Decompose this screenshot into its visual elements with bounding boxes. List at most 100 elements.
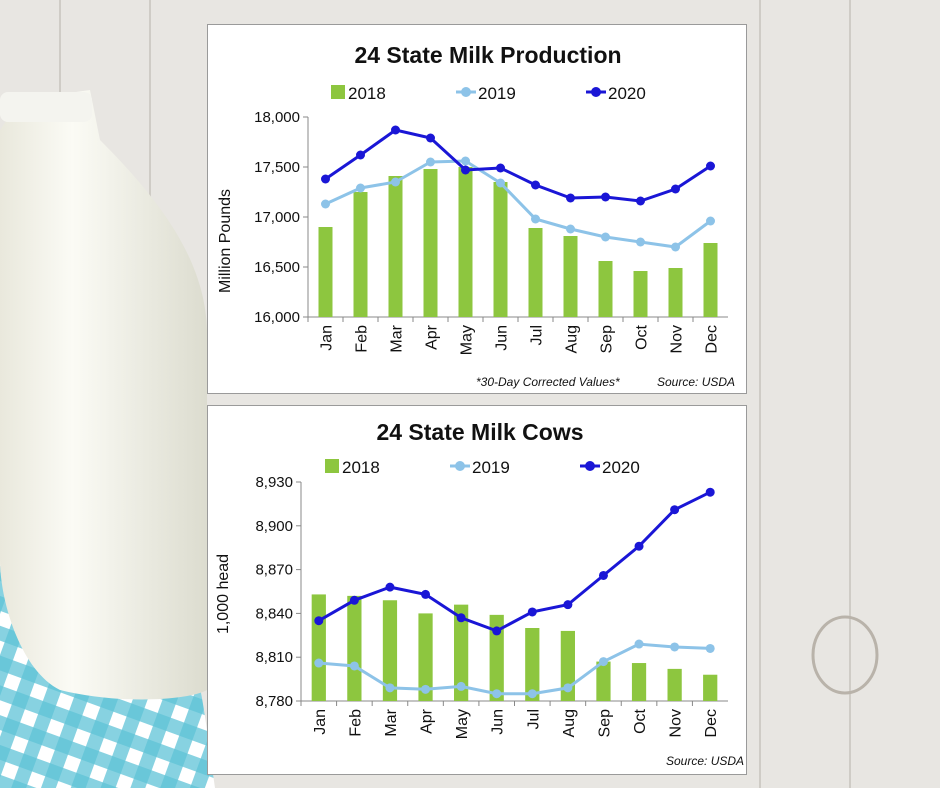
- legend-marker-2020: [585, 461, 595, 471]
- point-2019-Sep: [601, 232, 610, 242]
- milk-cows-chart-panel: 24 State Milk Cows 2018 2019 2020 1,000 …: [207, 405, 747, 775]
- point-2020-Jun: [496, 163, 505, 173]
- point-2019-Feb: [356, 183, 365, 193]
- x-tick-label: Jan: [319, 325, 336, 351]
- legend-label-2018: 2018: [342, 458, 380, 477]
- x-tick-label: Feb: [354, 325, 371, 353]
- legend-swatch-2018: [325, 459, 339, 473]
- point-2019-Oct: [634, 639, 644, 649]
- x-tick-label: Jul: [525, 709, 542, 729]
- x-tick-label: Dec: [703, 709, 720, 737]
- wood-knot: [811, 615, 879, 695]
- bar-2018-Jan: [311, 594, 326, 701]
- bar-2018-Jul: [525, 628, 540, 701]
- bar-2018-Apr: [418, 613, 433, 701]
- y-tick-label: 16,000: [254, 309, 300, 326]
- point-2019-Oct: [636, 237, 645, 247]
- legend-label-2019: 2019: [478, 84, 516, 103]
- point-2019-Mar: [385, 683, 395, 693]
- milk-bottle: [0, 90, 207, 700]
- bar-2018-Mar: [388, 176, 403, 317]
- point-2019-May: [461, 156, 470, 166]
- x-tick-label: Apr: [419, 708, 436, 734]
- y-tick-label: 8,930: [255, 474, 293, 491]
- legend-marker-2019: [455, 461, 465, 471]
- point-2019-Dec: [705, 643, 715, 653]
- point-2020-Oct: [636, 196, 645, 206]
- bar-2018-Jun: [489, 614, 504, 701]
- point-2019-Feb: [349, 661, 359, 671]
- bar-2018-Dec: [703, 243, 718, 317]
- point-2020-Jul: [531, 180, 540, 190]
- point-2020-Sep: [598, 570, 608, 580]
- point-2019-Jun: [496, 178, 505, 188]
- x-tick-label: Mar: [389, 324, 406, 352]
- point-2020-Dec: [706, 161, 715, 171]
- source-note: Source: USDA: [657, 375, 735, 389]
- x-tick-label: Feb: [347, 709, 364, 737]
- x-tick-label: Sep: [596, 709, 613, 738]
- legend-marker-2020: [591, 87, 601, 97]
- point-2019-Jun: [492, 689, 502, 699]
- y-tick-label: 8,870: [255, 562, 293, 579]
- point-2020-Jan: [314, 616, 324, 626]
- series-line-2020: [318, 490, 711, 633]
- chart-title: 24 State Milk Cows: [376, 419, 583, 445]
- bar-2018-Aug: [563, 236, 578, 317]
- y-tick-label: 8,780: [255, 693, 293, 710]
- x-tick-label: Nov: [668, 709, 685, 737]
- bar-2018-Sep: [598, 261, 613, 317]
- point-2020-Mar: [385, 582, 395, 592]
- series-line-2019: [324, 159, 712, 249]
- bar-2018-Feb: [353, 192, 368, 317]
- plot-area: 16,000 16,500 17,000 17,500 18,000 Jan Feb Mar A…: [254, 109, 728, 355]
- chart-legend: 2018 2019 2020: [325, 458, 640, 477]
- x-tick-label: Oct: [634, 324, 651, 349]
- chart-legend: 2018 2019 2020: [331, 84, 646, 103]
- legend-label-2020: 2020: [608, 84, 646, 103]
- milk-production-chart: 24 State Milk Production 2018 2019 2020 …: [217, 42, 735, 389]
- x-tick-label: Oct: [632, 708, 649, 733]
- point-2019-Nov: [670, 642, 680, 652]
- point-2020-Aug: [563, 600, 573, 610]
- point-2020-May: [456, 613, 466, 623]
- chart-title: 24 State Milk Production: [354, 42, 621, 68]
- point-2020-Aug: [566, 193, 575, 203]
- x-tick-label: Mar: [383, 708, 400, 736]
- x-tick-label: Jun: [490, 709, 507, 735]
- series-line-2020: [324, 128, 712, 203]
- bar-2018-Jul: [528, 228, 543, 317]
- point-2020-Feb: [349, 595, 359, 605]
- point-2020-Jan: [321, 174, 330, 184]
- point-2019-Apr: [421, 684, 431, 694]
- legend-swatch-2018: [331, 85, 345, 99]
- x-tick-label: Sep: [599, 325, 616, 354]
- y-axis-label: 1,000 head: [215, 554, 232, 634]
- y-tick-label: 16,500: [254, 259, 300, 276]
- milk-cows-chart: 24 State Milk Cows 2018 2019 2020 1,000 …: [215, 419, 744, 768]
- legend-marker-2019: [461, 87, 471, 97]
- point-2019-Apr: [426, 157, 435, 167]
- point-2019-Aug: [563, 683, 573, 693]
- bottle-cap: [0, 92, 92, 122]
- x-tick-label: Aug: [564, 325, 581, 353]
- bar-2018-Feb: [347, 595, 362, 701]
- bar-2018-Oct: [633, 271, 648, 317]
- y-tick-label: 18,000: [254, 109, 300, 126]
- legend-label-2020: 2020: [602, 458, 640, 477]
- x-tick-label: Apr: [424, 324, 441, 350]
- bar-2018-May: [454, 604, 469, 701]
- y-tick-label: 8,900: [255, 518, 293, 535]
- bar-2018-Nov: [667, 668, 682, 701]
- point-2019-Sep: [598, 657, 608, 667]
- x-tick-label: Dec: [704, 325, 721, 353]
- point-2020-Jul: [527, 607, 537, 617]
- x-tick-label: Jun: [494, 325, 511, 351]
- milk-production-chart-panel: 24 State Milk Production 2018 2019 2020 …: [207, 24, 747, 394]
- bar-2018-Mar: [382, 600, 398, 701]
- legend-label-2018: 2018: [348, 84, 386, 103]
- point-2020-Nov: [670, 505, 680, 515]
- point-2019-Mar: [391, 177, 400, 187]
- footnote-corrected-values: *30-Day Corrected Values*: [476, 375, 620, 389]
- point-2020-Mar: [391, 125, 400, 135]
